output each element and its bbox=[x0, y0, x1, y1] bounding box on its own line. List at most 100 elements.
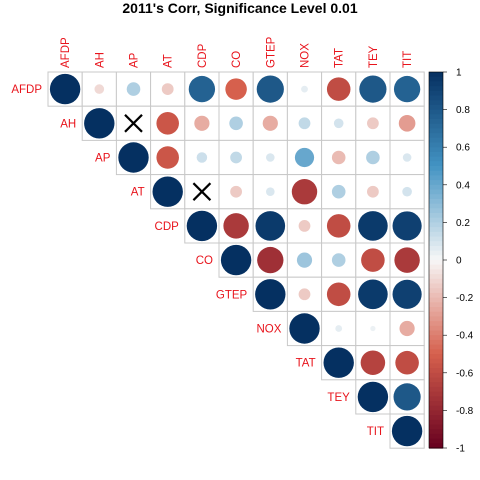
colorbar-segment bbox=[429, 208, 443, 214]
cell-AT-CO bbox=[218, 174, 254, 210]
cell-AP-TEY bbox=[355, 139, 391, 176]
colorbar-segment bbox=[429, 203, 443, 209]
colorbar-tick-label: -0.2 bbox=[456, 293, 474, 304]
colorbar-tick-label: -0.8 bbox=[456, 406, 474, 417]
cell-AFDP-TEY bbox=[355, 71, 391, 107]
colorbar-segment bbox=[429, 86, 443, 92]
row-labels: AFDP AH AP AT CDP CO GTEP NOX TAT TEY TIT bbox=[11, 84, 384, 438]
cell-AT-GTEP bbox=[252, 174, 288, 210]
cell-CDP-TIT bbox=[389, 208, 425, 244]
corr-circle-AH-GTEP bbox=[262, 115, 278, 131]
colorbar-segment bbox=[429, 424, 443, 430]
corr-circle-AFDP-NOX bbox=[301, 85, 308, 93]
corr-circle-TEY-TIT bbox=[393, 383, 421, 411]
colorbar-segment bbox=[429, 250, 443, 256]
column-label-AFDP: AFDP bbox=[60, 37, 72, 68]
row-label-GTEP: GTEP bbox=[216, 289, 248, 301]
colorbar-segment bbox=[429, 90, 443, 97]
colorbar-segment bbox=[429, 358, 443, 364]
cell-AH-TAT bbox=[321, 105, 357, 141]
cell-AP-TIT bbox=[389, 139, 425, 176]
corr-circle-AP-TAT bbox=[331, 150, 346, 165]
cell-GTEP-TEY bbox=[355, 276, 391, 312]
cell-AFDP-CO bbox=[218, 71, 254, 107]
cell-NOX-TAT bbox=[321, 310, 357, 347]
not-significant-mark bbox=[192, 182, 212, 201]
colorbar-segment bbox=[429, 100, 443, 106]
colorbar-segment bbox=[429, 119, 443, 125]
colorbar-segment bbox=[429, 283, 443, 289]
corr-circle-CO-TIT bbox=[394, 247, 420, 273]
cell-NOX-NOX bbox=[286, 310, 323, 347]
colorbar-segment bbox=[429, 222, 443, 228]
cell-AT-TEY bbox=[355, 174, 391, 210]
colorbar-segment bbox=[429, 194, 443, 200]
corr-circle-GTEP-TAT bbox=[326, 282, 351, 307]
colorbar-segment bbox=[429, 114, 443, 120]
cell-TAT-TAT bbox=[321, 345, 357, 381]
colorbar-segment bbox=[429, 330, 443, 336]
colorbar-segment bbox=[429, 241, 443, 247]
cell-AFDP-AP bbox=[115, 71, 152, 107]
cell-AH-CDP bbox=[184, 105, 220, 141]
corr-circle-AH-AH bbox=[84, 108, 115, 139]
corr-circle-AFDP-AFDP bbox=[49, 73, 81, 105]
colorbar-segment bbox=[429, 175, 443, 181]
colorbar-segment bbox=[429, 133, 443, 139]
cell-AP-CO bbox=[218, 139, 254, 176]
colorbar-segment bbox=[429, 429, 443, 435]
corr-circle-AT-TAT bbox=[331, 184, 346, 199]
corr-circle-NOX-NOX bbox=[289, 313, 320, 344]
column-label-TIT: TIT bbox=[402, 51, 414, 68]
corr-circle-TEY-TEY bbox=[357, 381, 389, 413]
chart-title: 2011's Corr, Significance Level 0.01 bbox=[122, 0, 357, 16]
corr-circle-AFDP-CO bbox=[225, 78, 247, 100]
colorbar-segment bbox=[429, 288, 443, 294]
colorbar-segment bbox=[429, 274, 443, 280]
corr-circle-CDP-CDP bbox=[186, 210, 218, 242]
corr-circle-GTEP-NOX bbox=[298, 288, 311, 301]
colorbar-tick-label: 0.8 bbox=[456, 105, 470, 116]
cell-AP-AT bbox=[150, 139, 186, 176]
colorbar-segment bbox=[429, 396, 443, 402]
colorbar-tick-label: 0 bbox=[456, 256, 462, 267]
colorbar-tick-label: -0.4 bbox=[456, 331, 474, 342]
colorbar: 1 0.8 0.6 0.4 0.2 0 -0.2 -0.4 -0.6 -0.8 -1 bbox=[428, 68, 474, 455]
cell-GTEP-NOX bbox=[286, 276, 323, 312]
cell-border bbox=[286, 139, 323, 176]
column-label-NOX: NOX bbox=[300, 43, 312, 68]
corr-circle-AT-NOX bbox=[291, 178, 318, 205]
row-label-TEY: TEY bbox=[327, 392, 350, 404]
cell-AFDP-NOX bbox=[286, 71, 323, 107]
colorbar-segment bbox=[429, 184, 443, 191]
colorbar-segment bbox=[429, 443, 443, 449]
corr-circle-AFDP-TIT bbox=[393, 75, 421, 103]
corr-circle-CDP-TIT bbox=[392, 211, 422, 241]
colorbar-segment bbox=[429, 349, 443, 355]
corr-circle-AFDP-AH bbox=[94, 84, 105, 94]
corr-circle-AFDP-AT bbox=[161, 83, 174, 95]
cell-AFDP-AT bbox=[150, 71, 186, 107]
colorbar-segment bbox=[429, 325, 443, 332]
corr-circle-NOX-TIT bbox=[399, 320, 415, 337]
cell-AH-AH bbox=[81, 105, 117, 141]
corr-circle-GTEP-TEY bbox=[358, 279, 388, 310]
colorbar-segment bbox=[429, 156, 443, 162]
corr-circle-CO-GTEP bbox=[257, 246, 284, 274]
colorbar-tick-label: 0.4 bbox=[456, 180, 470, 191]
colorbar-segment bbox=[429, 297, 443, 303]
colorbar-segment bbox=[429, 95, 443, 101]
colorbar-segment bbox=[429, 142, 443, 148]
colorbar-segment bbox=[429, 344, 443, 350]
corr-circle-AH-CDP bbox=[194, 115, 210, 131]
column-label-CO: CO bbox=[231, 51, 243, 68]
colorbar-segment bbox=[429, 269, 443, 275]
row-label-AH: AH bbox=[60, 118, 76, 130]
cell-AH-GTEP bbox=[252, 105, 288, 141]
cell-AFDP-TIT bbox=[389, 71, 425, 107]
corr-circle-TIT-TIT bbox=[391, 415, 423, 447]
cell-NOX-TIT bbox=[389, 310, 425, 347]
colorbar-segment bbox=[429, 72, 443, 78]
corr-circle-AP-CDP bbox=[196, 152, 208, 163]
cell-AT-NOX bbox=[286, 174, 323, 210]
